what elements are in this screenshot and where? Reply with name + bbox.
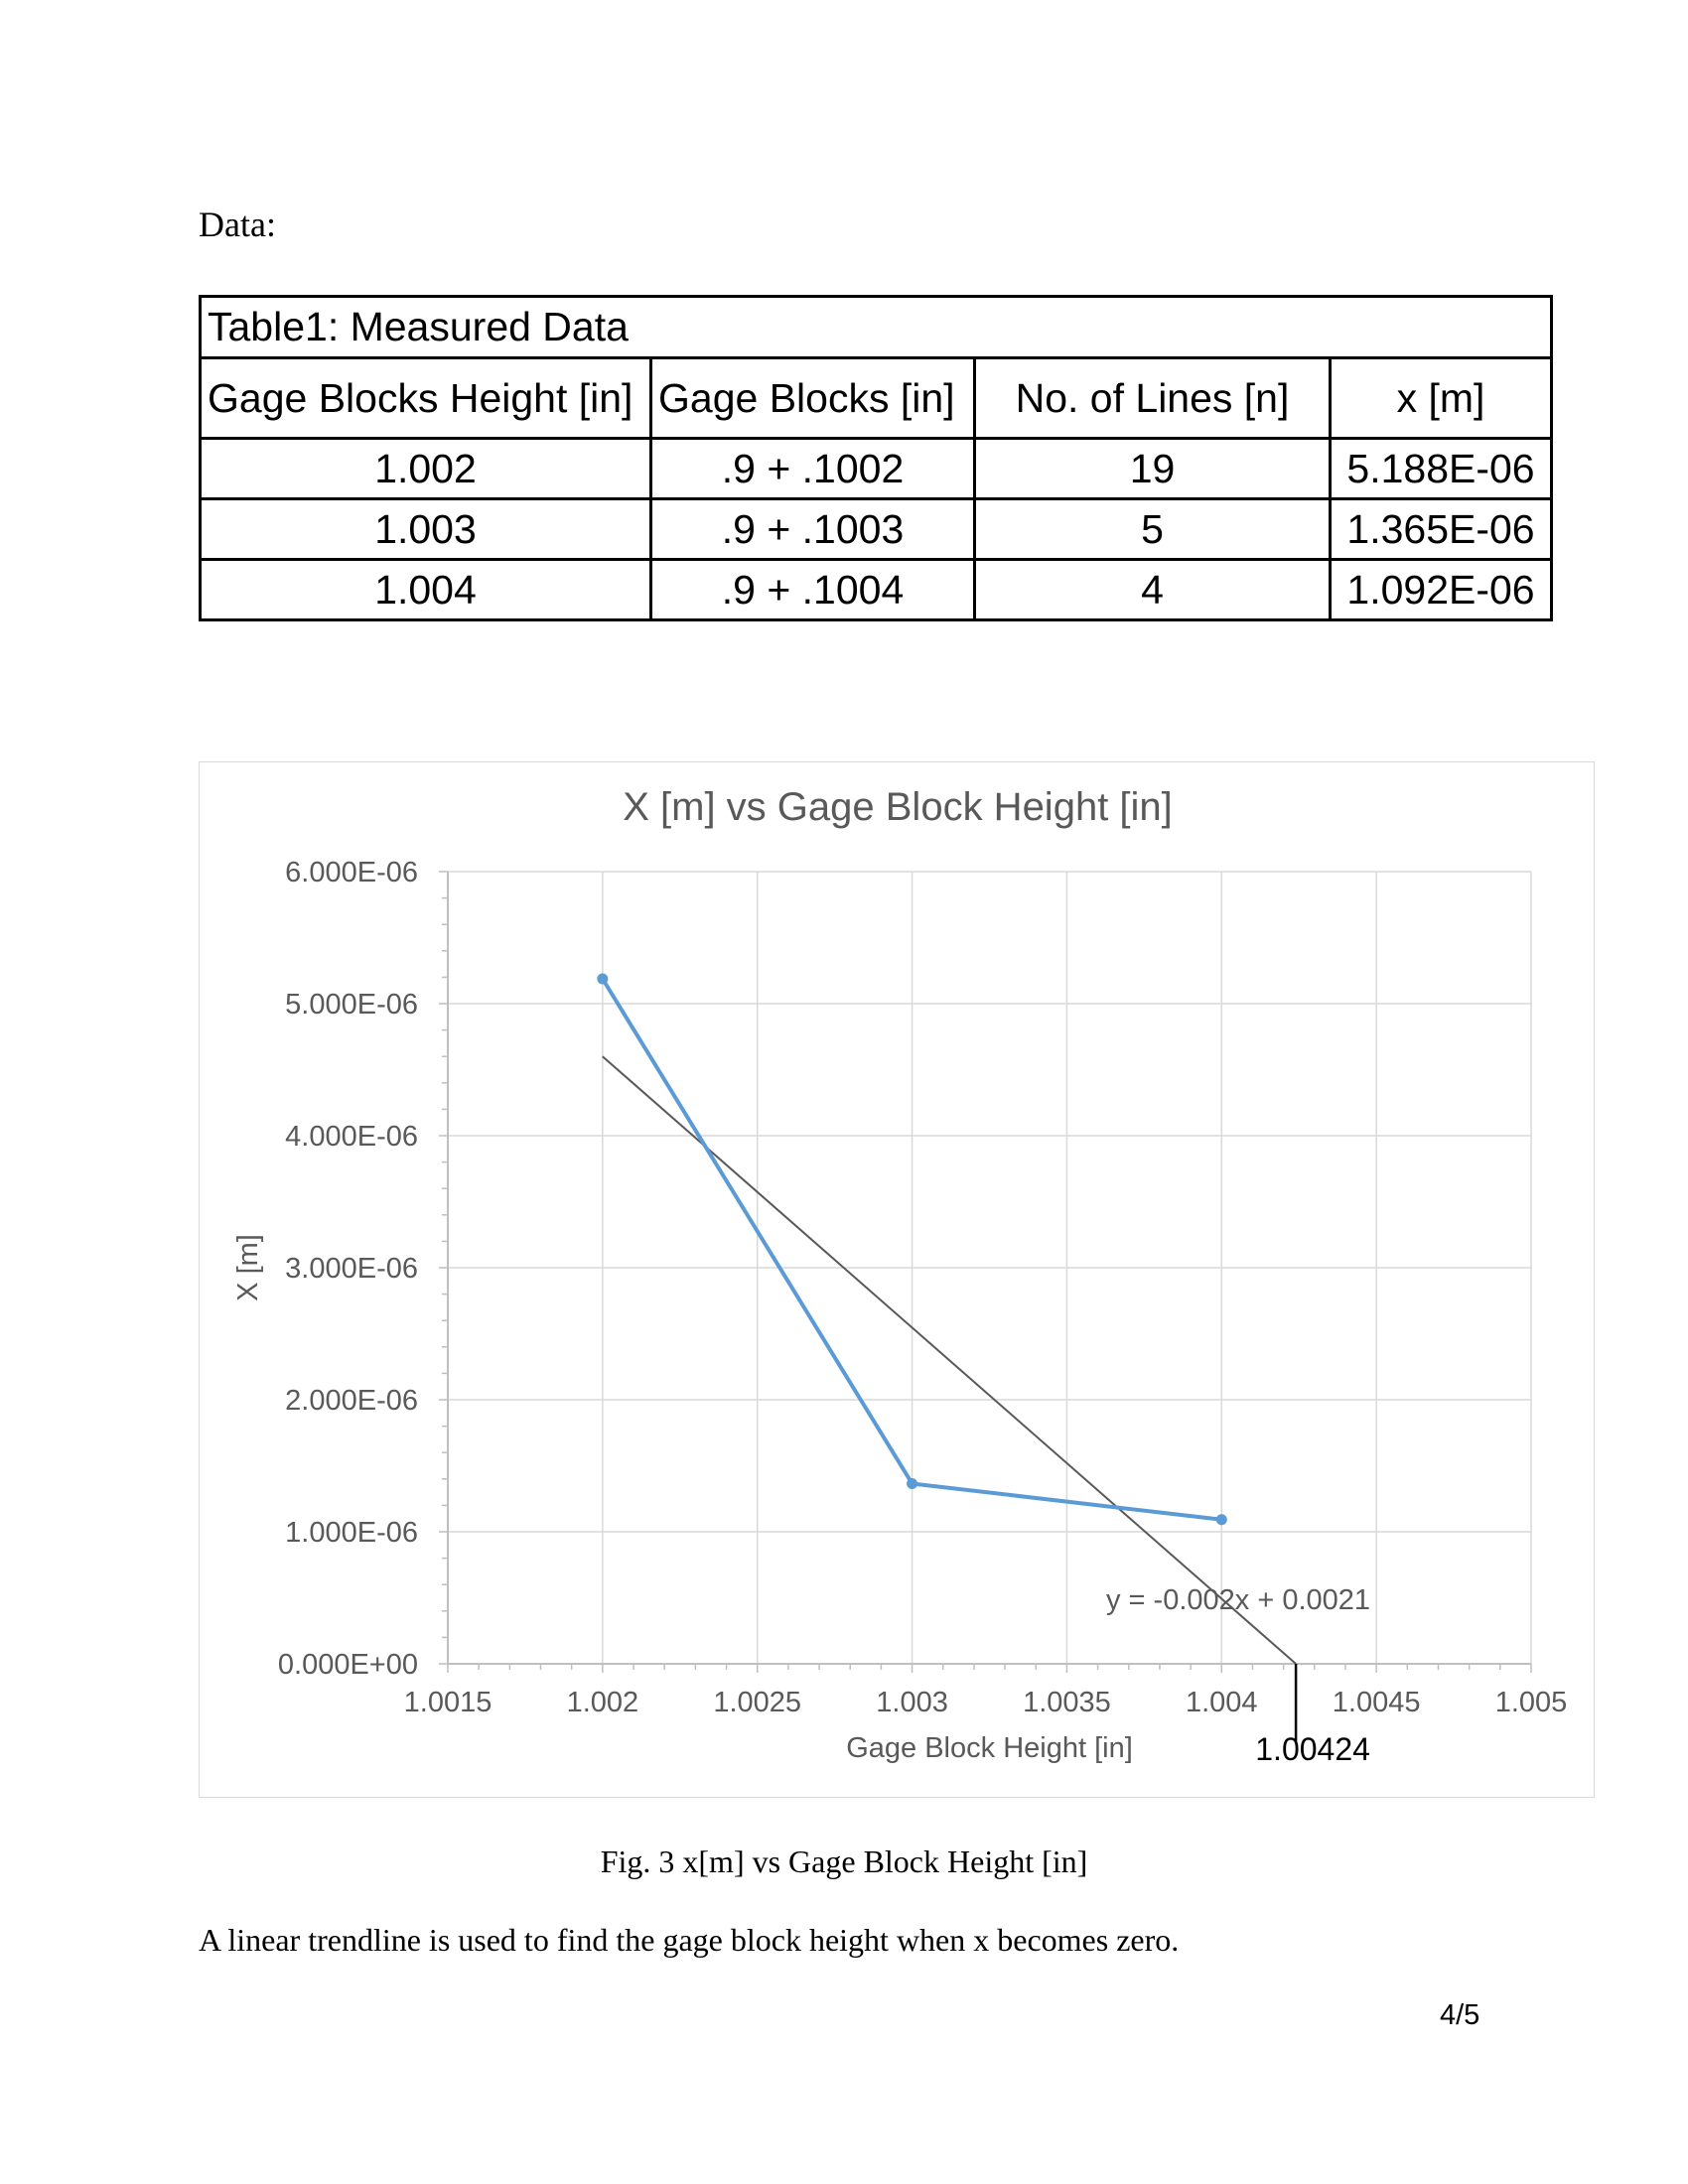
y-tick-label: 4.000E-06 [285,1121,418,1153]
x-tick-label: 1.004 [1186,1687,1258,1718]
x-tick-label: 1.003 [876,1687,948,1718]
x-axis-title: Gage Block Height [in] [846,1732,1133,1764]
y-tick-label: 6.000E-06 [285,857,418,888]
table-cell: 1.003 [199,497,652,561]
x-tick-label: 1.005 [1495,1687,1568,1718]
column-header: x [m] [1328,356,1554,440]
chart-title: X [m] vs Gage Block Height [in] [623,785,1173,829]
x-tick-label: 1.0045 [1333,1687,1421,1718]
chart-frame: 1.0015 1.002 1.0025 1.003 1.0035 1.004 1.0045 1… [199,761,1595,1798]
annotation-label: 1.00424 [1255,1731,1370,1767]
body-paragraph: A linear trendline is used to find the g… [199,1922,1180,1958]
data-point [1215,1514,1227,1526]
column-header: No. of Lines [n] [973,356,1332,440]
y-tick-label: 3.000E-06 [285,1253,418,1285]
data-point [907,1477,918,1489]
data-point [597,973,609,985]
y-axis-title: X [m] [232,1234,264,1301]
y-tick-label: 0.000E+00 [278,1649,418,1681]
table-cell: 4 [973,558,1332,621]
table-cell: 1.002 [199,437,652,500]
table-row: 1.004 .9 + .1004 4 1.092E-06 [199,558,1554,621]
trendline-equation: y = -0.002x + 0.0021 [1106,1584,1370,1616]
column-header: Gage Blocks Height [in] [199,356,652,440]
table-cell: 1.004 [199,558,652,621]
table-cell: .9 + .1002 [649,437,976,500]
table-row: 1.002 .9 + .1002 19 5.188E-06 [199,437,1554,500]
column-header: Gage Blocks [in] [649,356,976,440]
table-caption: Table1: Measured Data [198,295,1554,359]
table-cell: 5.188E-06 [1328,437,1554,500]
table-cell: .9 + .1004 [649,558,976,621]
table-row: 1.003 .9 + .1003 5 1.365E-06 [199,497,1554,561]
figure-caption: Fig. 3 x[m] vs Gage Block Height [in] [600,1843,1088,1879]
table-cell: 1.092E-06 [1328,558,1554,621]
y-tick-label: 2.000E-06 [285,1385,418,1417]
x-tick-label: 1.0015 [404,1687,492,1718]
x-vs-height-chart: 1.0015 1.002 1.0025 1.003 1.0035 1.004 1.0045 1… [232,785,1568,1767]
table-cell: .9 + .1003 [649,497,976,561]
table-cell: 1.365E-06 [1328,497,1554,561]
page-number: 4/5 [1440,1999,1480,2031]
x-tick-label: 1.0025 [713,1687,801,1718]
x-tick-label: 1.0035 [1023,1687,1111,1718]
table-cell: 19 [973,437,1332,500]
table-cell: 5 [973,497,1332,561]
trendline [602,1055,1297,1665]
measured-data-table: Table1: Measured Data Gage Blocks Height… [198,295,1554,622]
table-header-row: Gage Blocks Height [in] Gage Blocks [in]… [199,356,1554,440]
y-tick-label: 1.000E-06 [285,1517,418,1549]
y-tick-label: 5.000E-06 [285,989,418,1021]
section-heading: Data: [199,205,276,244]
x-tick-label: 1.002 [567,1687,639,1718]
